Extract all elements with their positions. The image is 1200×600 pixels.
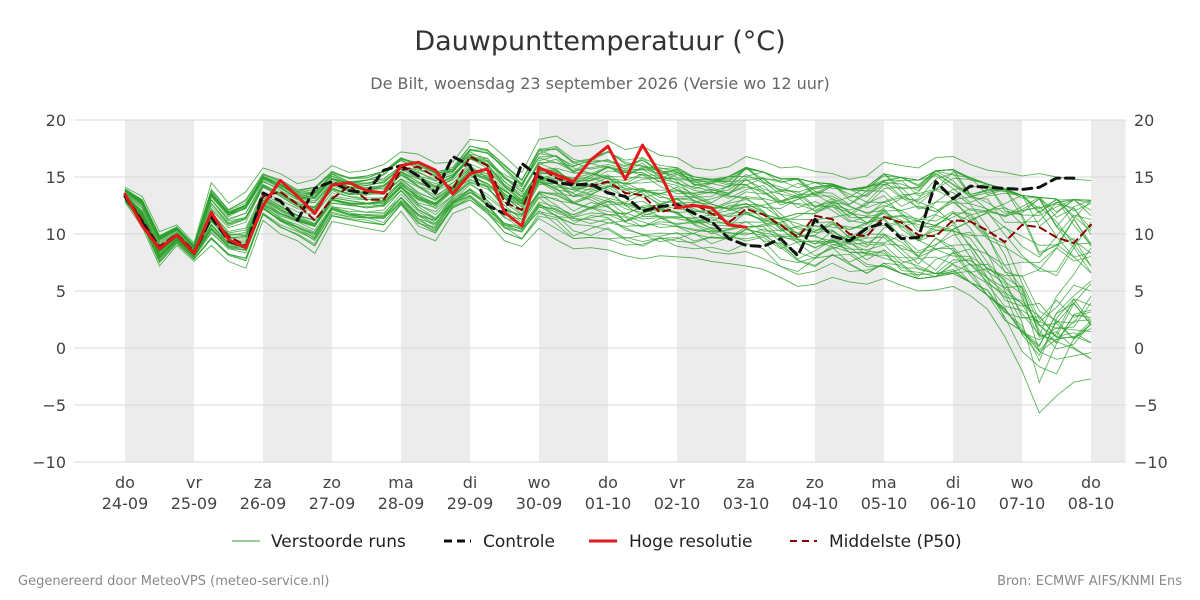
ensemble-member-line [124,169,1092,254]
y-tick-label: 15 [46,168,66,187]
y-tick-label: 10 [46,225,66,244]
y-tick-label: −10 [1134,453,1168,472]
x-tick-date: 25-09 [171,494,218,513]
ensemble-member-line [124,191,1092,260]
x-tick-date: 29-09 [447,494,494,513]
x-tick-date: 02-10 [654,494,701,513]
x-tick-day: wo [528,473,551,492]
y-tick-label: 0 [1134,339,1144,358]
x-tick-day: za [737,473,755,492]
ensemble-member-line [124,192,1092,346]
footer-source: Bron: ECMWF AIFS/KNMI Ens [997,574,1182,589]
y-tick-label: −5 [1134,396,1158,415]
ensemble-member-line [124,196,1092,338]
y-tick-label: −5 [42,396,66,415]
ensemble-member-line [124,169,1092,337]
x-tick-date: 03-10 [723,494,770,513]
hres-line [123,143,748,255]
x-tick-date: 27-09 [309,494,356,513]
y-tick-label: 5 [56,282,66,301]
x-tick-date: 24-09 [102,494,149,513]
ensemble-member-line [124,194,1092,326]
x-tick-date: 28-09 [378,494,425,513]
legend: Verstoorde runs Controle Hoge resolutie … [232,532,962,552]
y-tick-label: 20 [46,111,66,130]
legend-label-control: Controle [483,532,555,552]
x-tick-day: zo [806,473,824,492]
y-axis-right: −10 −5 0 5 10 15 20 [1134,111,1168,472]
x-tick-day: di [463,473,478,492]
x-tick-date: 07-10 [999,494,1046,513]
legend-label-p50: Middelste (P50) [829,532,962,552]
x-tick-date: 05-10 [861,494,908,513]
chart-title: Dauwpunttemperatuur (°C) [414,26,785,57]
y-tick-label: −10 [32,453,66,472]
p50-line [124,155,1092,253]
ensemble-members [124,135,1092,414]
x-tick-date: 04-10 [792,494,839,513]
x-tick-day: wo [1011,473,1034,492]
legend-label-ensemble: Verstoorde runs [271,532,406,552]
x-tick-day: zo [323,473,341,492]
y-tick-label: 10 [1134,225,1154,244]
y-tick-label: 15 [1134,168,1154,187]
legend-label-hres: Hoge resolutie [629,532,753,552]
x-tick-day: za [254,473,272,492]
x-tick-day: do [598,473,618,492]
chart-subtitle: De Bilt, woensdag 23 september 2026 (Ver… [370,74,830,93]
x-tick-day: ma [871,473,896,492]
x-tick-date: 26-09 [240,494,287,513]
y-tick-label: 20 [1134,111,1154,130]
x-tick-day: vr [186,473,202,492]
x-tick-date: 08-10 [1068,494,1115,513]
ensemble-member-line [124,158,1092,273]
ensemble-member-line [124,135,1092,244]
x-tick-day: ma [388,473,413,492]
x-tick-day: vr [669,473,685,492]
control-line [123,155,1076,258]
ensemble-member-line [124,166,1092,344]
x-tick-day: do [1081,473,1101,492]
x-tick-day: di [946,473,961,492]
x-tick-day: do [115,473,135,492]
x-tick-date: 30-09 [516,494,563,513]
ensemble-member-line [124,173,1092,255]
y-tick-label: 5 [1134,282,1144,301]
y-tick-label: 0 [56,339,66,358]
x-axis: do 24-09 vr 25-09 za 26-09 zo 27-09 ma 28-09 di 29-… [102,473,1115,513]
x-tick-date: 01-10 [585,494,632,513]
ensemble-member-line [124,174,1092,353]
ensemble-member-line [124,201,1092,414]
main-series [123,143,1092,258]
footer-generated-by: Gegenereerd door MeteoVPS (meteo-service… [18,574,329,589]
x-tick-date: 06-10 [930,494,977,513]
y-axis-left: −10 −5 0 5 10 15 20 [32,111,66,472]
